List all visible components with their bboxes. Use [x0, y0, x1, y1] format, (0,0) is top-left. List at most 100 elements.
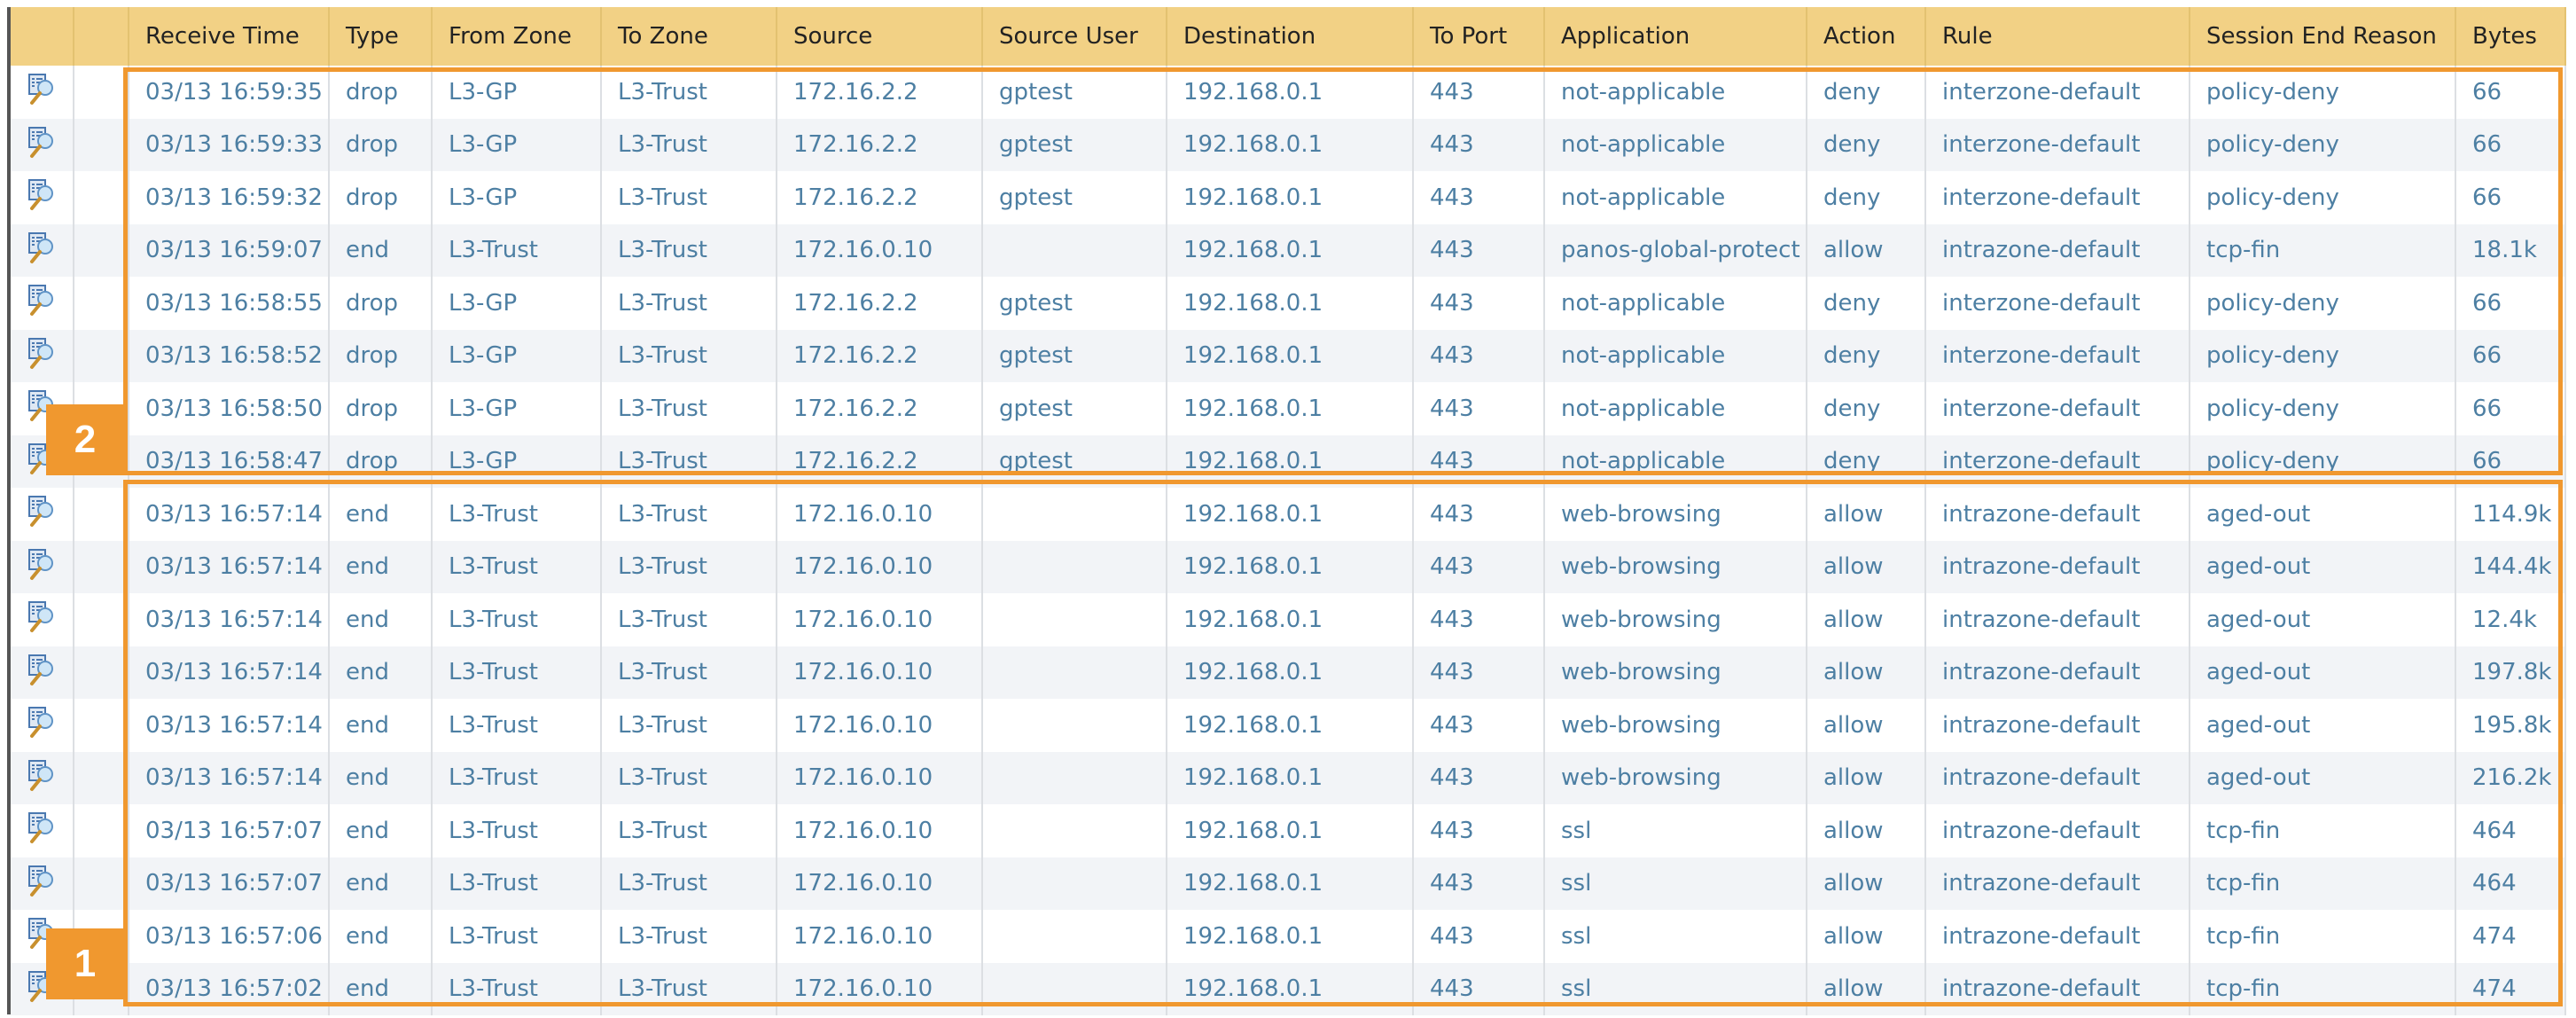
cell-action[interactable]: allow [1807, 699, 1926, 752]
log-detail-button[interactable] [11, 488, 74, 541]
cell-to-zone[interactable]: L3-Trust [601, 593, 777, 646]
column-header-bytes[interactable]: Bytes [2455, 7, 2566, 66]
cell-type[interactable]: drop [329, 171, 433, 224]
cell-source[interactable]: 172.16.2.2 [777, 66, 983, 119]
cell-to-zone[interactable]: L3-Trust [601, 488, 777, 541]
cell-receive-time[interactable]: 03/13 16:59:33 [129, 118, 330, 171]
cell-receive-time[interactable]: 03/13 16:57:02 [129, 962, 330, 1015]
cell-from-zone[interactable]: L3-Trust [432, 646, 602, 699]
cell-to-port[interactable]: 443 [1413, 66, 1545, 119]
cell-destination[interactable]: 192.168.0.1 [1167, 593, 1414, 646]
cell-source[interactable]: 172.16.0.10 [777, 962, 983, 1015]
cell-source[interactable]: 172.16.0.10 [777, 223, 983, 277]
cell-application[interactable]: web-browsing [1544, 540, 1807, 593]
log-detail-button[interactable] [11, 66, 74, 119]
cell-source-user[interactable] [982, 488, 1167, 541]
cell-to-zone[interactable]: L3-Trust [601, 223, 777, 277]
cell-to-port[interactable]: 443 [1413, 962, 1545, 1015]
cell-source[interactable]: 172.16.2.2 [777, 171, 983, 224]
cell-rule[interactable]: intrazone-default [1925, 540, 2190, 593]
cell-source[interactable]: 172.16.2.2 [777, 118, 983, 171]
cell-session-end-reason[interactable]: tcp-fin [2190, 223, 2456, 277]
cell-session-end-reason[interactable]: policy-deny [2190, 435, 2456, 488]
cell-receive-time[interactable]: 03/13 16:59:32 [129, 171, 330, 224]
cell-destination[interactable]: 192.168.0.1 [1167, 488, 1414, 541]
cell-to-port[interactable]: 443 [1413, 382, 1545, 435]
cell-to-zone[interactable]: L3-Trust [601, 910, 777, 963]
table-row[interactable]: 03/13 16:57:14 end L3-Trust L3-Trust 172.16.… [11, 751, 2566, 804]
cell-receive-time[interactable]: 03/13 16:59:35 [129, 66, 330, 119]
column-header-to-zone[interactable]: To Zone [601, 7, 777, 66]
cell-application[interactable]: web-browsing [1544, 646, 1807, 699]
cell-application[interactable]: panos-global-protect [1544, 223, 1807, 277]
cell-source-user[interactable] [982, 646, 1167, 699]
cell-action[interactable]: allow [1807, 223, 1926, 277]
cell-bytes[interactable]: 18.1k [2455, 223, 2566, 277]
cell-rule[interactable]: interzone-default [1925, 171, 2190, 224]
column-header-destination[interactable]: Destination [1167, 7, 1414, 66]
cell-to-port[interactable]: 443 [1413, 593, 1545, 646]
cell-to-port[interactable]: 443 [1413, 329, 1545, 382]
cell-source[interactable]: 172.16.0.10 [777, 540, 983, 593]
cell-bytes[interactable]: 216.2k [2455, 751, 2566, 804]
cell-source-user[interactable]: gptest [982, 171, 1167, 224]
cell-destination[interactable]: 192.168.0.1 [1167, 804, 1414, 857]
cell-receive-time[interactable]: 03/13 16:57:14 [129, 488, 330, 541]
cell-source-user[interactable]: gptest [982, 435, 1167, 488]
cell-source[interactable]: 172.16.0.10 [777, 804, 983, 857]
cell-session-end-reason[interactable]: policy-deny [2190, 171, 2456, 224]
cell-source-user[interactable] [982, 910, 1167, 963]
log-detail-button[interactable] [11, 857, 74, 910]
cell-from-zone[interactable]: L3-Trust [432, 593, 602, 646]
cell-destination[interactable]: 192.168.0.1 [1167, 382, 1414, 435]
cell-application[interactable]: not-applicable [1544, 382, 1807, 435]
cell-action[interactable]: allow [1807, 646, 1926, 699]
cell-action[interactable]: allow [1807, 593, 1926, 646]
cell-action[interactable]: allow [1807, 804, 1926, 857]
cell-application[interactable]: not-applicable [1544, 277, 1807, 330]
log-detail-button[interactable] [11, 646, 74, 699]
cell-type[interactable]: end [329, 593, 433, 646]
cell-receive-time[interactable]: 03/13 16:57:14 [129, 593, 330, 646]
cell-application[interactable]: web-browsing [1544, 699, 1807, 752]
cell-application[interactable]: ssl [1544, 910, 1807, 963]
cell-source[interactable]: 172.16.2.2 [777, 382, 983, 435]
cell-rule[interactable]: intrazone-default [1925, 804, 2190, 857]
column-header-icon[interactable] [11, 7, 74, 66]
table-row[interactable]: 03/13 16:59:33 drop L3-GP L3-Trust 172.16.2.… [11, 118, 2566, 171]
cell-receive-time[interactable]: 03/13 16:57:07 [129, 857, 330, 910]
cell-type[interactable]: end [329, 962, 433, 1015]
log-detail-button[interactable] [11, 593, 74, 646]
table-row[interactable]: 03/13 16:57:06 end L3-Trust L3-Trust 172.16.… [11, 910, 2566, 963]
cell-receive-time[interactable]: 03/13 16:57:07 [129, 804, 330, 857]
log-detail-button[interactable] [11, 435, 74, 488]
cell-from-zone[interactable]: L3-GP [432, 66, 602, 119]
cell-application[interactable]: web-browsing [1544, 488, 1807, 541]
cell-session-end-reason[interactable]: aged-out [2190, 699, 2456, 752]
cell-destination[interactable]: 192.168.0.1 [1167, 540, 1414, 593]
cell-rule[interactable]: intrazone-default [1925, 962, 2190, 1015]
cell-from-zone[interactable]: L3-GP [432, 277, 602, 330]
cell-bytes[interactable]: 195.8k [2455, 699, 2566, 752]
column-header-source-user[interactable]: Source User [982, 7, 1167, 66]
cell-type[interactable]: drop [329, 66, 433, 119]
cell-bytes[interactable]: 464 [2455, 804, 2566, 857]
cell-session-end-reason[interactable]: tcp-fin [2190, 857, 2456, 910]
cell-bytes[interactable]: 144.4k [2455, 540, 2566, 593]
cell-source[interactable]: 172.16.0.10 [777, 593, 983, 646]
cell-source-user[interactable] [982, 751, 1167, 804]
cell-source-user[interactable] [982, 593, 1167, 646]
log-detail-button[interactable] [11, 751, 74, 804]
cell-to-zone[interactable]: L3-Trust [601, 699, 777, 752]
cell-application[interactable]: not-applicable [1544, 329, 1807, 382]
log-detail-button[interactable] [11, 223, 74, 277]
cell-destination[interactable]: 192.168.0.1 [1167, 910, 1414, 963]
column-header-source[interactable]: Source [777, 7, 983, 66]
cell-action[interactable]: deny [1807, 382, 1926, 435]
cell-source[interactable]: 172.16.2.2 [777, 277, 983, 330]
cell-action[interactable]: deny [1807, 118, 1926, 171]
cell-source-user[interactable] [982, 857, 1167, 910]
cell-session-end-reason[interactable]: tcp-fin [2190, 910, 2456, 963]
cell-destination[interactable]: 192.168.0.1 [1167, 223, 1414, 277]
table-row[interactable]: 03/13 16:57:14 end L3-Trust L3-Trust 172.16.… [11, 646, 2566, 699]
